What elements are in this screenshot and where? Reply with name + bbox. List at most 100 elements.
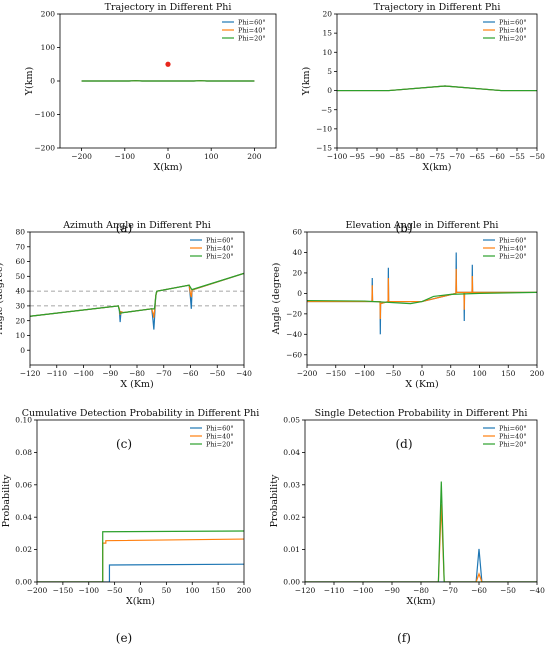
x-tick-label: −120 xyxy=(295,586,316,595)
y-tick-label: 60 xyxy=(15,257,25,266)
x-tick-label: −50 xyxy=(385,369,401,378)
legend-entry: Phi=20° xyxy=(499,252,527,260)
x-tick-label: 150 xyxy=(501,369,516,378)
data-point-marker xyxy=(165,61,171,67)
legend-entry: Phi=60° xyxy=(238,18,266,26)
x-tick-label: −100 xyxy=(327,152,348,161)
x-tick-label: 200 xyxy=(247,152,262,161)
y-tick-label: 0 xyxy=(297,289,302,298)
x-tick-label: −65 xyxy=(469,152,485,161)
y-tick-label: −200 xyxy=(34,144,55,153)
x-axis-label: X(km) xyxy=(423,162,452,173)
y-tick-label: 0 xyxy=(327,86,332,95)
y-tick-label: 0.00 xyxy=(283,578,300,587)
x-tick-label: −70 xyxy=(442,586,458,595)
x-tick-label: −60 xyxy=(471,586,487,595)
y-tick-label: 0.04 xyxy=(283,448,300,457)
y-axis-label: Angle (degree) xyxy=(0,263,5,336)
x-tick-label: −200 xyxy=(297,369,318,378)
y-tick-label: 20 xyxy=(322,10,332,19)
x-tick-label: −75 xyxy=(429,152,445,161)
y-tick-label: −15 xyxy=(316,144,332,153)
y-tick-label: 0.01 xyxy=(283,545,300,554)
y-axis-label: Angle (degree) xyxy=(271,263,282,336)
y-tick-label: 0.02 xyxy=(283,513,300,522)
x-tick-label: −100 xyxy=(73,369,94,378)
x-tick-label: −100 xyxy=(354,369,375,378)
y-tick-label: 200 xyxy=(41,10,56,19)
y-tick-label: 15 xyxy=(322,29,332,38)
y-tick-label: −20 xyxy=(286,309,302,318)
x-tick-label: −70 xyxy=(156,369,172,378)
x-tick-label: −50 xyxy=(529,152,545,161)
x-tick-label: −95 xyxy=(349,152,365,161)
y-axis-label: Probability xyxy=(1,474,12,527)
y-tick-label: −60 xyxy=(286,350,302,359)
x-tick-label: 50 xyxy=(446,369,456,378)
y-tick-label: 80 xyxy=(15,228,25,237)
legend-entry: Phi=60° xyxy=(499,236,527,244)
x-tick-label: −70 xyxy=(449,152,465,161)
legend-entry: Phi=60° xyxy=(499,424,527,432)
x-tick-label: −40 xyxy=(236,369,252,378)
y-tick-label: 70 xyxy=(15,242,25,251)
chart-panel-f: −120 −110 −100 −90 −80 −70 −60 −50 −40 0.00 0.01 0.… xyxy=(269,408,545,645)
x-tick-label: −200 xyxy=(27,586,48,595)
legend-entry: Phi=20° xyxy=(238,34,266,42)
y-tick-label: 40 xyxy=(15,287,25,296)
y-tick-label: 0.04 xyxy=(15,513,32,522)
legend-entry: Phi=40° xyxy=(499,26,527,34)
y-tick-label: −5 xyxy=(321,105,332,114)
x-axis-label: X (Km) xyxy=(405,379,438,390)
x-tick-label: −150 xyxy=(325,369,346,378)
x-tick-label: 150 xyxy=(211,586,226,595)
y-axis-label: Y(km) xyxy=(24,67,35,96)
y-tick-label: 30 xyxy=(15,301,25,310)
x-tick-label: −100 xyxy=(78,586,99,595)
x-tick-label: −50 xyxy=(209,369,225,378)
panel-caption: (a) xyxy=(116,221,133,235)
chart-title: Trajectory in Different Phi xyxy=(374,2,501,13)
x-axis-label: X(km) xyxy=(126,596,155,607)
y-tick-label: 0 xyxy=(20,346,25,355)
y-axis-label: Y(km) xyxy=(301,67,312,96)
x-tick-label: −90 xyxy=(369,152,385,161)
x-tick-label: −200 xyxy=(71,152,92,161)
x-tick-label: −110 xyxy=(46,369,67,378)
series-line-phi20 xyxy=(37,530,244,582)
x-tick-label: −150 xyxy=(53,586,74,595)
y-tick-label: 10 xyxy=(15,331,25,340)
y-tick-label: 0.10 xyxy=(15,416,32,425)
x-tick-label: 200 xyxy=(237,586,252,595)
x-tick-label: −90 xyxy=(102,369,118,378)
y-tick-label: −40 xyxy=(286,330,302,339)
x-tick-label: −80 xyxy=(129,369,145,378)
panel-caption: (c) xyxy=(116,437,132,451)
legend-entry: Phi=60° xyxy=(499,18,527,26)
y-tick-label: 0.02 xyxy=(15,545,32,554)
x-tick-label: −50 xyxy=(500,586,516,595)
chart-panel-a: −200 −100 0 100 200 −200 −100 0 100 200 Trajectory… xyxy=(24,2,277,235)
y-tick-label: 5 xyxy=(327,67,332,76)
chart-panel-d: −200 −150 −100 −50 0 50 100 150 200−60−40−200204… xyxy=(271,220,544,451)
panel-caption: (d) xyxy=(395,437,412,451)
x-axis-label: X(km) xyxy=(154,162,183,173)
x-tick-label: −60 xyxy=(183,369,199,378)
series-line-phi20 xyxy=(305,481,537,582)
y-tick-label: 100 xyxy=(41,43,56,52)
x-tick-label: 100 xyxy=(185,586,200,595)
legend-entry: Phi=40° xyxy=(499,244,527,252)
chart-panel-e: −200 −150 −100 −50 0 50 100 150 200 0.00 0.02 0.04 0… xyxy=(1,408,259,645)
y-tick-label: 60 xyxy=(292,228,302,237)
series-line-phi60 xyxy=(305,548,537,582)
chart-title: Cumulative Detection Probability in Diff… xyxy=(22,408,259,419)
x-tick-label: −110 xyxy=(324,586,345,595)
y-tick-label: 20 xyxy=(15,316,25,325)
y-tick-label: 40 xyxy=(292,248,302,257)
x-tick-label: 100 xyxy=(204,152,219,161)
x-tick-label: 50 xyxy=(162,586,172,595)
y-tick-label: 0 xyxy=(50,77,55,86)
series-line-phi60 xyxy=(37,563,244,582)
legend-entry: Phi=40° xyxy=(238,26,266,34)
